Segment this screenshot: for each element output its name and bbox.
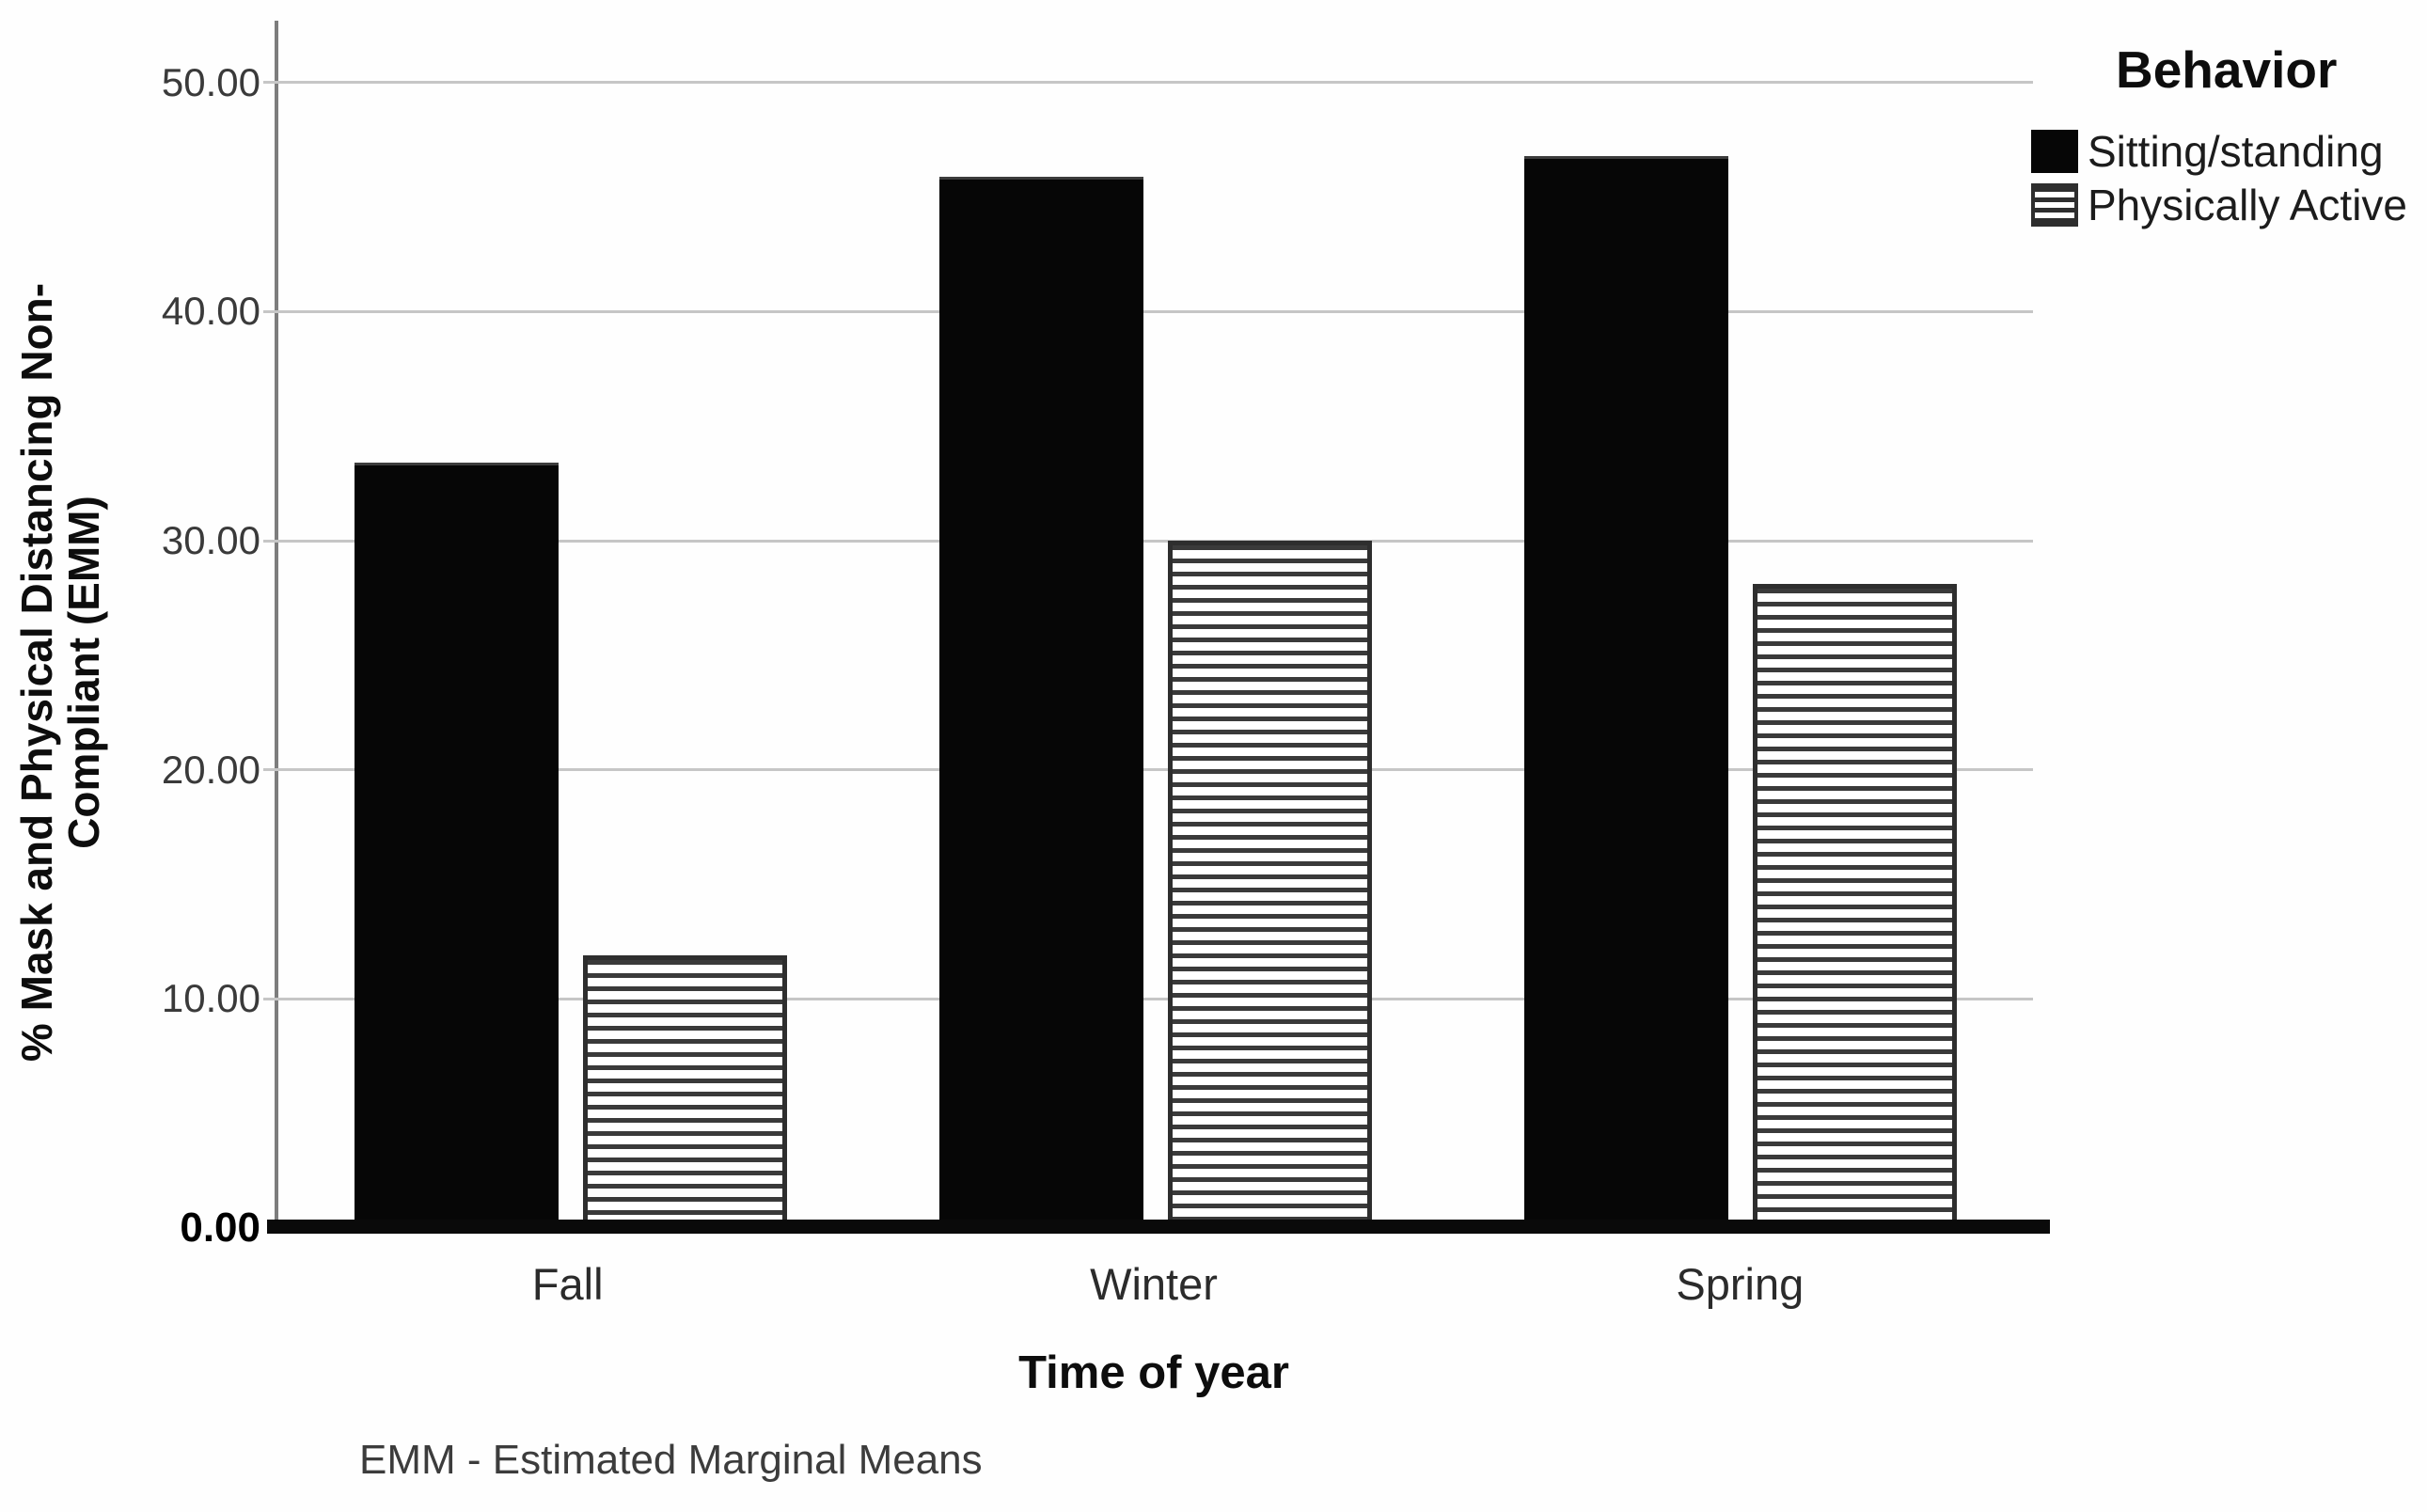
legend-item-sitting-standing: Sitting/standing <box>2031 124 2426 178</box>
y-tick-label: 0.00 <box>180 1205 260 1251</box>
bars-row <box>278 21 2033 1228</box>
legend-item-label: Physically Active <box>2088 180 2408 229</box>
footnote: EMM - Estimated Marginal Means <box>359 1437 983 1483</box>
bar-physically-active-winter <box>1168 541 1372 1228</box>
plot-area <box>263 21 2033 1228</box>
gridline <box>263 997 2033 1000</box>
y-axis-tick-labels: 0.00 10.00 20.00 30.00 40.00 50.00 <box>103 21 260 1251</box>
legend-item-label: Sitting/standing <box>2088 126 2384 176</box>
bar-sitting-standing-winter <box>939 176 1143 1228</box>
y-axis-title-line2: Compliant (EMM) <box>59 496 108 849</box>
x-axis-title: Time of year <box>1018 1347 1289 1398</box>
legend: Behavior Sitting/standing Physically Act… <box>2031 39 2426 231</box>
x-axis-tick-labels: Fall Winter Spring <box>275 1258 2033 1310</box>
y-tick-label: 30.00 <box>161 518 260 563</box>
category-group-winter <box>863 21 1448 1228</box>
legend-title: Behavior <box>2116 40 2338 99</box>
legend-swatch-striped-icon <box>2031 182 2078 227</box>
legend-item-physically-active: Physically Active <box>2031 178 2426 231</box>
y-tick-label: 10.00 <box>161 976 260 1021</box>
y-tick-label: 40.00 <box>161 289 260 334</box>
category-group-fall <box>278 21 863 1228</box>
x-tick-label-winter: Winter <box>1090 1259 1218 1309</box>
y-tick-label: 20.00 <box>161 747 260 792</box>
y-tick-label: 50.00 <box>161 59 260 104</box>
category-group-spring <box>1448 21 2033 1228</box>
gridline <box>263 768 2033 772</box>
bar-sitting-standing-spring <box>1524 155 1728 1228</box>
x-tick-label-fall: Fall <box>531 1259 604 1309</box>
bar-physically-active-spring <box>1753 584 1957 1228</box>
bar-physically-active-fall <box>583 955 787 1228</box>
y-axis-title: % Mask and Physical Distancing Non- Comp… <box>12 282 108 1063</box>
gridline <box>263 539 2033 543</box>
legend-swatch-solid-icon <box>2031 129 2078 173</box>
x-tick-label-spring: Spring <box>1676 1259 1804 1309</box>
x-axis-line <box>267 1220 2050 1234</box>
bar-sitting-standing-fall <box>355 463 559 1228</box>
gridline <box>263 81 2033 85</box>
y-axis-title-line1: % Mask and Physical Distancing Non- <box>12 282 61 1063</box>
gridline <box>263 309 2033 313</box>
